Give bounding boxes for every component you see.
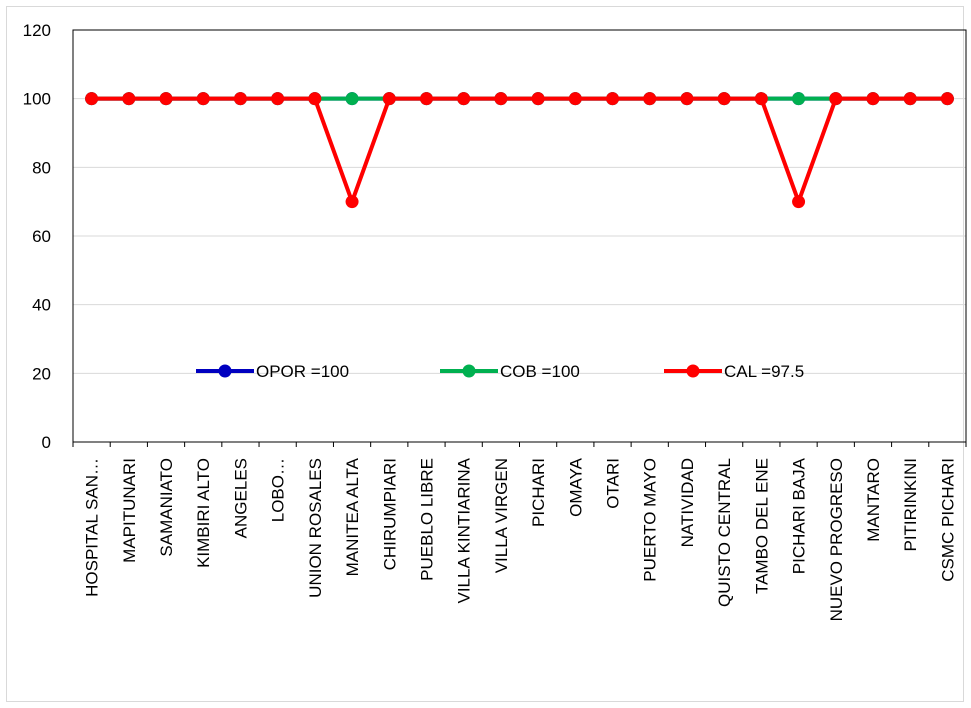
data-point (680, 92, 694, 106)
x-tick-label: PITIRINKINI (901, 458, 920, 552)
x-tick-label: PUEBLO LIBRE (417, 458, 436, 581)
data-point (196, 92, 210, 106)
y-axis-ticks: 0 20 40 60 80 100 120 (23, 21, 51, 452)
plot-area (72, 29, 967, 447)
legend-item: COB =100 (440, 362, 580, 381)
x-tick-label: MAPITUNARI (120, 458, 139, 563)
x-tick-label: OTARI (604, 458, 623, 509)
x-tick-label: PICHARI (529, 458, 548, 527)
data-point (792, 92, 806, 106)
x-tick-label: ANGELES (231, 458, 250, 538)
y-tick-label: 60 (32, 227, 51, 246)
data-point (903, 92, 917, 106)
data-point (643, 92, 657, 106)
series-lines (85, 92, 954, 209)
legend-marker (462, 364, 476, 378)
data-point (345, 92, 359, 106)
series-3 (85, 92, 954, 209)
x-tick-label: PICHARI BAJA (790, 457, 809, 574)
data-point (494, 92, 508, 106)
x-tick-label: UNION ROSALES (306, 458, 325, 598)
y-tick-label: 0 (42, 433, 51, 452)
x-axis-ticks: HOSPITAL SAN… MAPITUNARI SAMANIATO KIMBIRI … (83, 457, 958, 621)
x-tick-label: KIMBIRI ALTO (194, 458, 213, 568)
x-tick-label: SAMANIATO (157, 458, 176, 557)
y-tick-label: 20 (32, 364, 51, 383)
x-tick-label: TAMBO DEL ENE (752, 458, 771, 594)
data-point (754, 92, 768, 106)
y-tick-label: 120 (23, 21, 51, 40)
data-point (159, 92, 173, 106)
legend-item: OPOR =100 (196, 362, 349, 381)
legend-marker (686, 364, 700, 378)
data-point (85, 92, 99, 106)
y-tick-label: 40 (32, 296, 51, 315)
x-tick-label: NUEVO PROGRESO (827, 458, 846, 621)
data-point (717, 92, 731, 106)
x-tick-label: NATIVIDAD (678, 458, 697, 547)
x-tick-label: LOBO… (269, 458, 288, 522)
legend: OPOR =100 COB =100 CAL =97.5 (196, 362, 804, 381)
x-tick-label: VILLA VIRGEN (492, 458, 511, 573)
x-tick-label: QUISTO CENTRAL (715, 458, 734, 607)
legend-marker (218, 364, 232, 378)
data-point (122, 92, 136, 106)
data-point (866, 92, 880, 106)
x-tick-label: PUERTO MAYO (641, 458, 660, 582)
chart-frame (6, 6, 964, 702)
x-tick-label: VILLA KINTIARINA (455, 457, 474, 603)
data-point (792, 195, 806, 209)
data-point (457, 92, 471, 106)
x-tick-label: HOSPITAL SAN… (83, 458, 102, 597)
x-tick-label: MANTARO (864, 458, 883, 542)
y-tick-label: 100 (23, 90, 51, 109)
gridlines (73, 98, 966, 374)
y-tick-label: 80 (32, 158, 51, 177)
data-point (606, 92, 620, 106)
data-point (308, 92, 322, 106)
x-tick-label: OMAYA (566, 457, 585, 517)
series-line (91, 96, 948, 204)
legend-item: CAL =97.5 (664, 362, 804, 381)
data-point (829, 92, 843, 106)
data-point (568, 92, 582, 106)
data-point (233, 92, 247, 106)
data-point (271, 92, 285, 106)
data-point (345, 195, 359, 209)
x-tick-label: CHIRUMPIARI (380, 458, 399, 570)
legend-label: COB =100 (500, 362, 580, 381)
legend-label: CAL =97.5 (724, 362, 804, 381)
data-point (382, 92, 396, 106)
legend-label: OPOR =100 (256, 362, 349, 381)
data-point (419, 92, 433, 106)
x-tick-label: CSMC PICHARI (938, 458, 957, 582)
x-tick-label: MANITEA ALTA (343, 457, 362, 576)
data-point (940, 92, 954, 106)
data-point (531, 92, 545, 106)
